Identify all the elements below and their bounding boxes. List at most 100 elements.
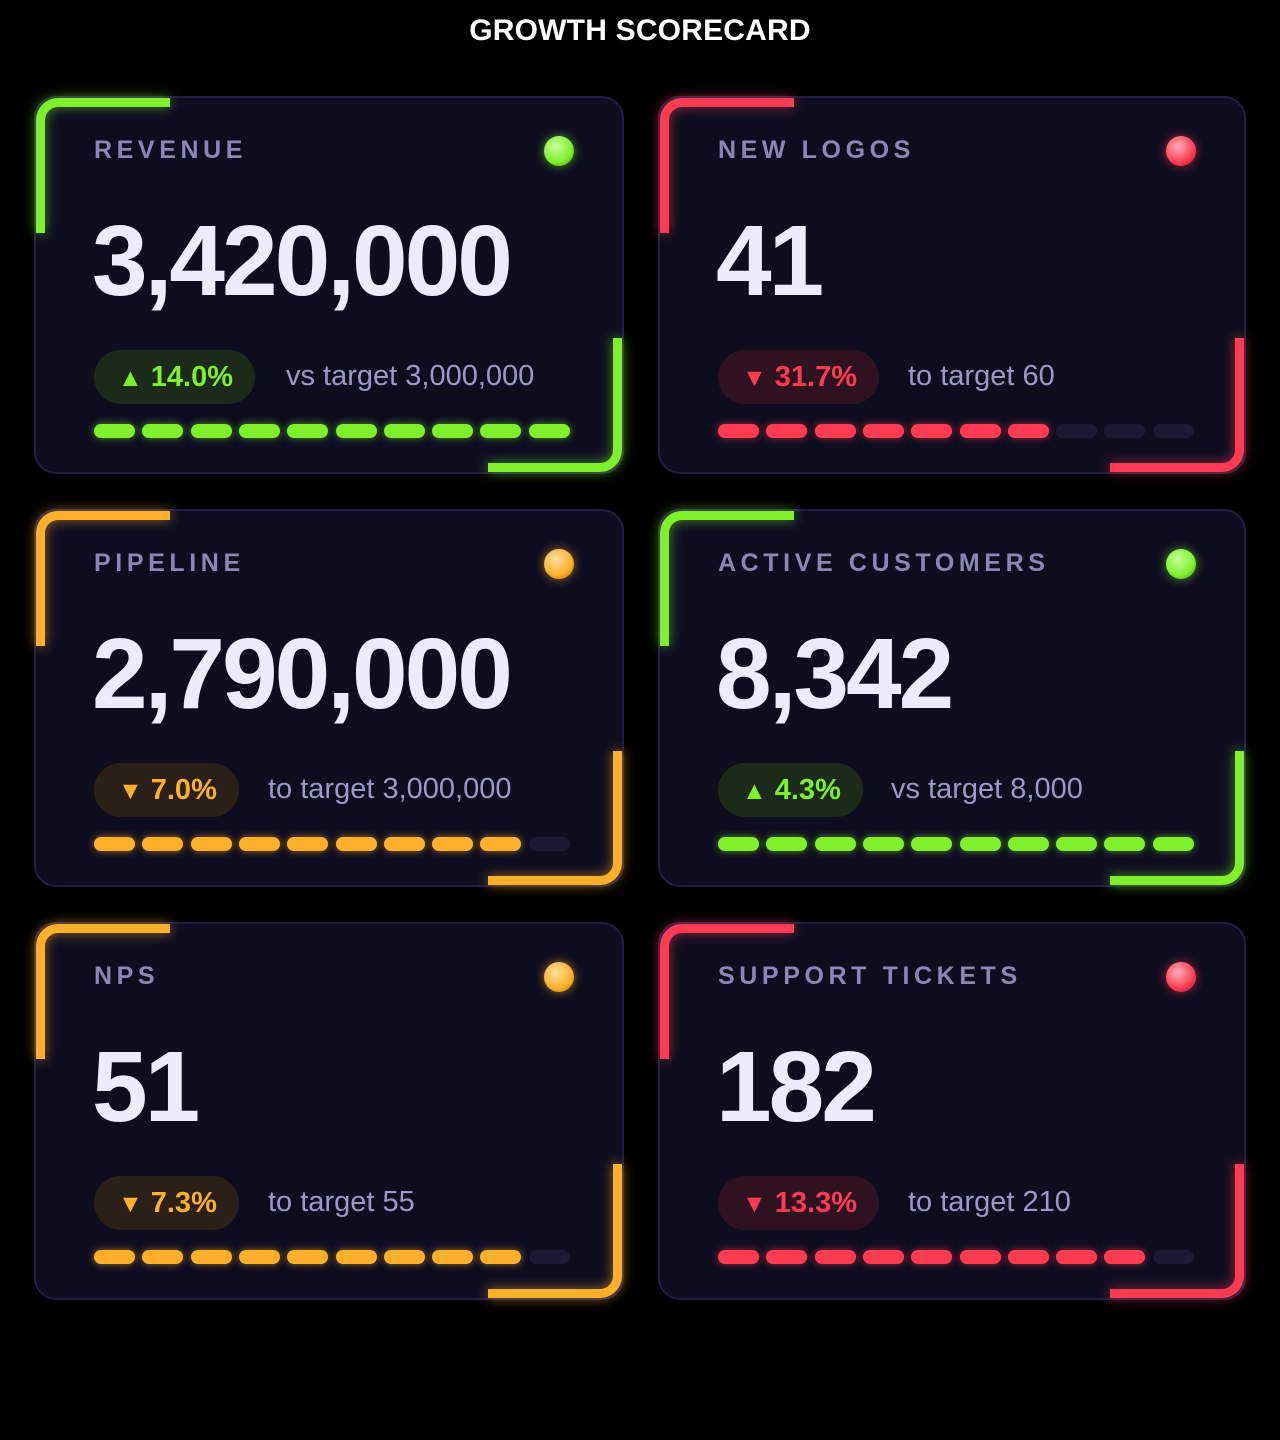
trend-up-icon: ▲ [118, 364, 143, 392]
progress-segment-bar [718, 1250, 1199, 1266]
progress-segment-filled [432, 424, 474, 438]
kpi-value: 8,342 [716, 618, 954, 730]
change-badge: ▲ 14.0% [94, 350, 255, 404]
progress-segment-filled [238, 837, 280, 851]
progress-segment-filled [432, 1250, 474, 1264]
kpi-label: REVENUE [94, 136, 248, 164]
progress-segment-filled [814, 1250, 856, 1264]
status-indicator-dot [1166, 962, 1196, 992]
progress-segment-bar [718, 424, 1199, 440]
progress-segment-filled [959, 1250, 1001, 1264]
trend-down-icon: ▼ [118, 1190, 143, 1218]
progress-segment-filled [335, 837, 377, 851]
progress-segment-filled [383, 1250, 425, 1264]
progress-segment-filled [528, 424, 570, 438]
page-title: GROWTH SCORECARD [469, 14, 811, 47]
progress-segment-filled [287, 1250, 329, 1264]
status-indicator-dot [544, 549, 574, 579]
corner-accent-bottom-right [1110, 1164, 1244, 1298]
progress-segment-filled [94, 837, 135, 851]
progress-segment-filled [142, 1250, 184, 1264]
corner-accent-top-left [660, 511, 794, 646]
progress-segment-filled [238, 1250, 280, 1264]
target-text: vs target 3,000,000 [286, 360, 535, 392]
progress-segment-filled [766, 837, 808, 851]
progress-segment-empty [1152, 424, 1194, 438]
kpi-value: 2,790,000 [92, 618, 513, 730]
trend-up-icon: ▲ [742, 777, 767, 805]
corner-accent-bottom-right [488, 1164, 622, 1298]
target-text: to target 3,000,000 [268, 773, 512, 805]
progress-segment-filled [1007, 1250, 1049, 1264]
status-indicator-dot [544, 962, 574, 992]
kpi-card-new-logos: NEW LOGOS 41 ▼ 31.7% to target 60 [658, 96, 1246, 474]
progress-segment-empty [1104, 424, 1146, 438]
kpi-value: 51 [92, 1031, 200, 1143]
progress-segment-filled [335, 424, 377, 438]
kpi-card-nps: NPS 51 ▼ 7.3% to target 55 [34, 922, 624, 1300]
change-badge: ▲ 4.3% [718, 763, 863, 817]
progress-segment-empty [528, 837, 570, 851]
progress-segment-empty [1152, 1250, 1194, 1264]
corner-accent-bottom-right [1110, 338, 1244, 472]
kpi-card-active-customers: ACTIVE CUSTOMERS 8,342 ▲ 4.3% vs target 8… [658, 509, 1246, 887]
progress-segment-filled [238, 424, 280, 438]
progress-segment-filled [718, 837, 759, 851]
progress-segment-filled [959, 837, 1001, 851]
progress-segment-bar [94, 1250, 575, 1266]
progress-segment-filled [1007, 837, 1049, 851]
corner-accent-top-left [36, 511, 170, 646]
progress-segment-empty [528, 1250, 570, 1264]
progress-segment-filled [718, 424, 759, 438]
status-indicator-dot [544, 136, 574, 166]
change-percent: 14.0% [150, 361, 233, 393]
scorecard-grid: REVENUE 3,420,000 ▲ 14.0% vs target 3,000… [34, 96, 1246, 1300]
kpi-card-support-tickets: SUPPORT TICKETS 182 ▼ 13.3% to target 210 [658, 922, 1246, 1300]
progress-segment-filled [959, 424, 1001, 438]
progress-segment-filled [190, 1250, 232, 1264]
progress-segment-filled [1056, 1250, 1098, 1264]
progress-segment-filled [766, 1250, 808, 1264]
progress-segment-filled [1007, 424, 1049, 438]
kpi-label: PIPELINE [94, 549, 245, 577]
progress-segment-filled [814, 424, 856, 438]
progress-segment-bar [94, 424, 575, 440]
corner-accent-top-left [660, 924, 794, 1059]
progress-segment-filled [911, 424, 953, 438]
progress-segment-filled [94, 424, 135, 438]
progress-segment-filled [383, 837, 425, 851]
change-percent: 31.7% [774, 361, 857, 393]
progress-segment-filled [1104, 1250, 1146, 1264]
progress-segment-filled [190, 424, 232, 438]
progress-segment-filled [862, 1250, 904, 1264]
target-text: to target 60 [908, 360, 1055, 392]
progress-segment-filled [190, 837, 232, 851]
change-badge: ▼ 7.3% [94, 1176, 239, 1230]
progress-segment-filled [480, 1250, 522, 1264]
progress-segment-filled [1152, 837, 1194, 851]
progress-segment-filled [335, 1250, 377, 1264]
progress-segment-filled [142, 424, 184, 438]
progress-segment-bar [718, 837, 1199, 853]
trend-down-icon: ▼ [742, 364, 767, 392]
kpi-card-revenue: REVENUE 3,420,000 ▲ 14.0% vs target 3,000… [34, 96, 624, 474]
kpi-label: SUPPORT TICKETS [718, 962, 1022, 990]
progress-segment-filled [911, 1250, 953, 1264]
corner-accent-bottom-right [488, 338, 622, 472]
status-indicator-dot [1166, 549, 1196, 579]
progress-segment-filled [287, 424, 329, 438]
kpi-label: ACTIVE CUSTOMERS [718, 549, 1050, 577]
progress-segment-filled [432, 837, 474, 851]
change-badge: ▼ 31.7% [718, 350, 879, 404]
progress-segment-filled [94, 1250, 135, 1264]
progress-segment-bar [94, 837, 575, 853]
progress-segment-filled [383, 424, 425, 438]
trend-down-icon: ▼ [742, 1190, 767, 1218]
trend-down-icon: ▼ [118, 777, 143, 805]
kpi-value: 3,420,000 [92, 205, 513, 317]
change-percent: 4.3% [774, 774, 841, 806]
corner-accent-bottom-right [1110, 751, 1244, 885]
kpi-value: 41 [716, 205, 824, 317]
kpi-value: 182 [716, 1031, 877, 1143]
progress-segment-filled [911, 837, 953, 851]
